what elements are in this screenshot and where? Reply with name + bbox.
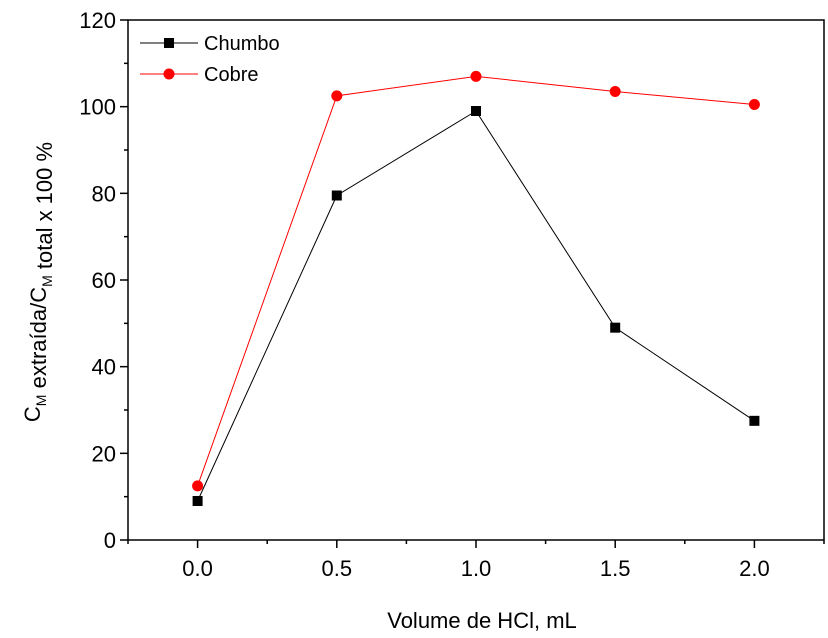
legend-marker [164, 38, 174, 48]
data-point-cobre [470, 70, 482, 82]
y-axis-label: CM extraída/CM total x 100 % [20, 142, 57, 422]
x-tick-label: 0.0 [182, 556, 213, 581]
data-point-cobre [192, 480, 204, 492]
y-tick-label: 80 [92, 181, 116, 206]
legend-label: Chumbo [204, 33, 280, 55]
x-axis-label: Volume de HCl, mL [387, 608, 577, 633]
y-tick-label: 20 [92, 441, 116, 466]
series-chumbo [192, 106, 760, 506]
y-axis-label-subscript: M [39, 275, 55, 287]
series-cobre [192, 70, 760, 492]
y-axis-label-part: extraída/C [26, 287, 51, 395]
y-tick-label: 100 [79, 95, 116, 120]
legend: Chumbo Cobre [140, 33, 280, 86]
y-tick-label: 0 [104, 528, 116, 553]
plot-frame [127, 19, 825, 541]
series-line-chumbo [197, 110, 755, 502]
data-point-chumbo [331, 190, 342, 201]
legend-item-chumbo: Chumbo [140, 33, 280, 55]
series-layer [192, 70, 760, 506]
data-point-cobre [609, 86, 621, 97]
x-tick-label: 1.0 [461, 556, 492, 581]
legend-label: Cobre [204, 64, 258, 86]
x-tick-label: 2.0 [739, 556, 770, 581]
data-point-chumbo [749, 415, 760, 426]
y-axis-label-part: C [20, 406, 45, 422]
y-tick-label: 40 [92, 355, 116, 380]
legend-item-cobre: Cobre [140, 64, 258, 86]
y-tick-label: 120 [79, 8, 116, 33]
legend-marker [163, 68, 175, 80]
y-axis-label-subscript: M [33, 395, 49, 407]
series-line-cobre [197, 75, 755, 487]
y-tick-label: 60 [92, 268, 116, 293]
data-point-chumbo [471, 106, 481, 116]
data-point-chumbo [192, 496, 203, 506]
axes-layer: 0.0 0.5 1.0 1.5 2.0 0 20 40 60 80 100 120 [79, 8, 825, 581]
y-axis-label-part: total x 100 % [32, 142, 57, 275]
x-tick-label: 1.5 [600, 556, 631, 581]
data-point-cobre [748, 99, 760, 110]
data-point-cobre [331, 90, 343, 102]
x-tick-label: 0.5 [322, 556, 353, 581]
data-point-chumbo [610, 322, 621, 333]
